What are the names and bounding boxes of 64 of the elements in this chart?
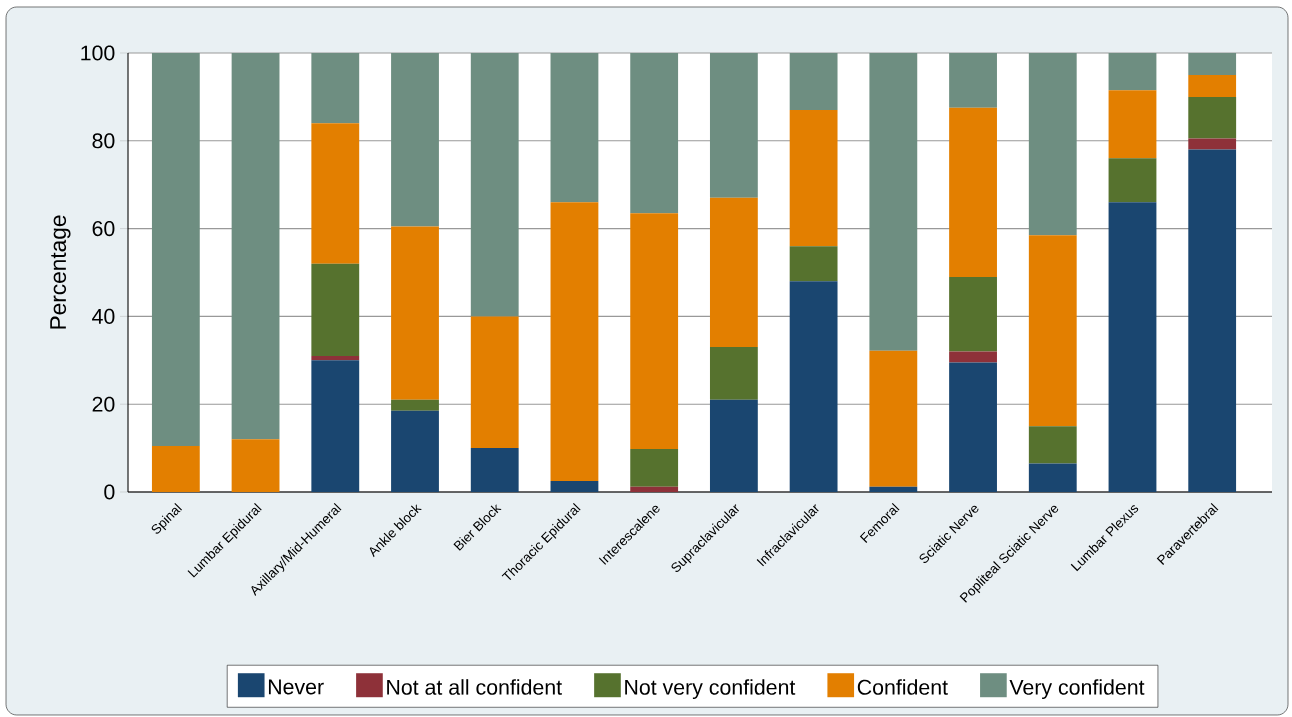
- bar: [869, 486, 918, 492]
- bar: [789, 52, 838, 111]
- bar: [391, 52, 439, 227]
- bar: [789, 110, 838, 247]
- bar: [231, 439, 280, 492]
- bar: [869, 350, 918, 487]
- bar: [709, 347, 758, 400]
- bar: [1028, 52, 1077, 236]
- bar: [789, 246, 838, 282]
- y-tick-label: 80: [92, 133, 115, 149]
- y-tick-label: 0: [104, 484, 115, 500]
- bar: [869, 52, 918, 351]
- bar: [949, 276, 997, 352]
- y-tick-label: 40: [92, 308, 115, 324]
- bar: [630, 448, 679, 487]
- bar: [311, 263, 360, 356]
- bar: [949, 107, 997, 277]
- bar: [470, 316, 519, 449]
- bar: [311, 123, 360, 264]
- bar: [391, 410, 439, 492]
- bar: [630, 486, 679, 492]
- bar: [709, 399, 758, 492]
- bar: [1188, 138, 1237, 150]
- bar: [1188, 96, 1237, 139]
- bar: [1108, 90, 1157, 159]
- bar: [151, 445, 200, 492]
- bar: [1028, 235, 1077, 427]
- bar: [550, 52, 599, 203]
- bar: [949, 351, 997, 363]
- bar: [789, 281, 838, 492]
- bar: [311, 360, 360, 492]
- bar: [709, 52, 758, 198]
- y-axis-title: Percentage: [50, 215, 71, 329]
- bar: [550, 481, 599, 492]
- bar: [311, 355, 360, 361]
- bar: [1188, 52, 1237, 75]
- y-tick-label: 20: [92, 396, 115, 412]
- bar: [151, 52, 200, 446]
- bar: [1108, 52, 1157, 91]
- y-tick-label: 100: [81, 45, 115, 61]
- bar: [949, 362, 997, 492]
- bar: [550, 202, 599, 482]
- bar: [470, 448, 519, 492]
- bar: [391, 226, 439, 400]
- bar: [1188, 149, 1237, 492]
- bar: [470, 52, 519, 317]
- bar: [231, 52, 280, 440]
- legend-label: Not very confident: [625, 679, 796, 700]
- legend-label: Never: [268, 679, 324, 695]
- bar: [1028, 426, 1077, 464]
- bar: [1108, 158, 1157, 203]
- bar: [391, 399, 439, 411]
- legend-label: Confident: [857, 679, 948, 695]
- bar: [709, 197, 758, 348]
- bar: [311, 52, 360, 124]
- legend-label: Not at all confident: [387, 679, 562, 695]
- bar: [1188, 74, 1237, 97]
- bar: [630, 213, 679, 449]
- bar: [1028, 463, 1077, 492]
- bar: [949, 52, 997, 108]
- legend-label: Very confident: [1009, 679, 1145, 700]
- bar: [630, 52, 679, 214]
- bar: [1108, 202, 1157, 492]
- y-tick-label: 60: [92, 221, 115, 237]
